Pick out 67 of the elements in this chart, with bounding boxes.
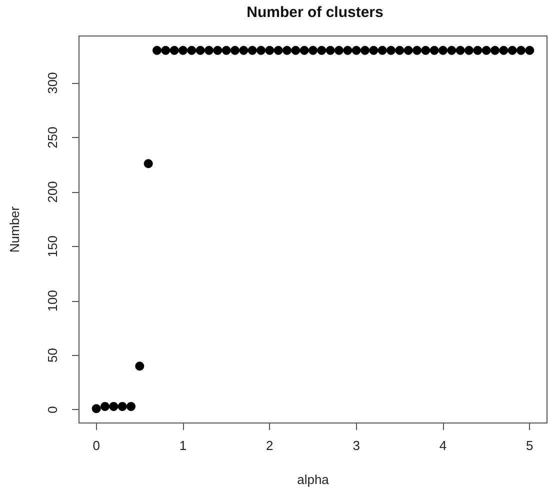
y-tick-label: 200 [45,181,60,203]
x-tick-label: 1 [179,438,187,453]
point [196,46,205,55]
point [482,46,491,55]
point [109,402,118,411]
point [256,46,266,55]
point [274,46,283,55]
point [447,46,456,55]
point [300,46,309,55]
point [456,46,465,55]
point [412,46,422,55]
point [438,46,448,55]
point [239,46,248,55]
point [395,46,404,55]
point [291,46,300,55]
point [508,46,517,55]
x-axis-title: alpha [297,472,330,487]
point [334,46,344,55]
y-tick-label: 50 [45,348,60,363]
point [126,402,136,411]
point [213,46,222,55]
point [499,46,508,55]
point [378,46,387,55]
point [282,46,292,55]
point [352,46,361,55]
point [230,46,240,55]
y-tick-label: 150 [45,236,60,258]
point [152,46,162,55]
x-tick-label: 3 [352,438,360,453]
point [430,46,439,55]
point [248,46,257,55]
point [317,46,326,55]
point [525,46,534,55]
point [204,46,214,55]
y-tick-label: 250 [45,126,60,148]
point [369,46,378,55]
point [360,46,370,55]
point [265,46,274,55]
chart-title: Number of clusters [246,4,384,21]
x-tick-label: 0 [92,438,100,453]
point [135,362,144,371]
point [404,46,413,55]
point [170,46,179,55]
point [464,46,474,55]
x-tick-label: 2 [266,438,274,453]
point [516,46,526,55]
point [144,159,153,168]
point [343,46,352,55]
point [473,46,482,55]
point [118,402,127,411]
point [421,46,430,55]
x-tick-label: 5 [526,438,534,453]
y-tick-label: 0 [45,406,60,414]
point [178,46,188,55]
y-axis-title: Number [7,206,22,253]
point [308,46,318,55]
point [100,402,110,411]
point [222,46,231,55]
point [490,46,500,55]
point [326,46,335,55]
point [386,46,396,55]
point [92,404,101,414]
x-tick-label: 4 [439,438,447,453]
point [187,46,196,55]
point [161,46,170,55]
y-tick-label: 100 [45,290,60,312]
y-tick-label: 300 [45,72,60,94]
